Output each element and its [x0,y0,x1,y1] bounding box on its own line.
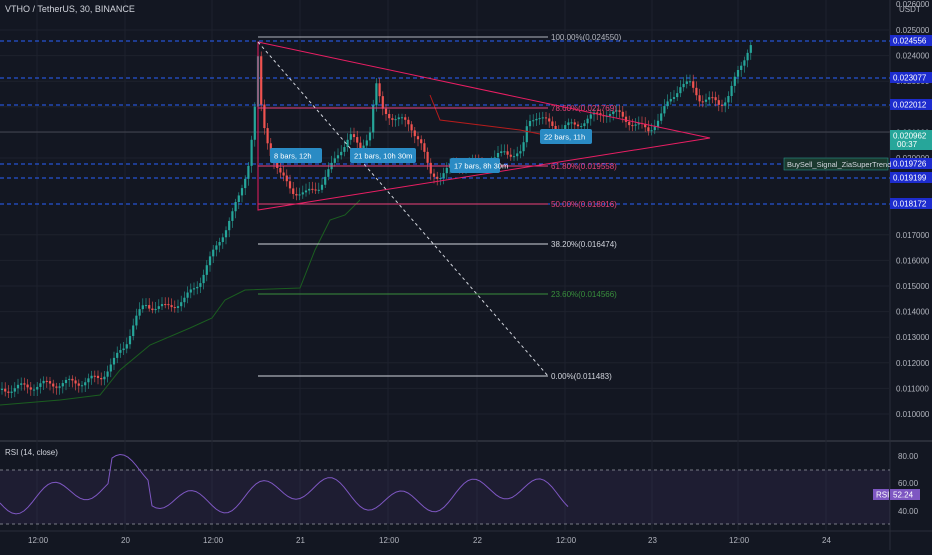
time-tick-label: 21 [296,536,305,545]
time-tick-label: 12:00 [729,536,750,545]
price-badge [890,99,932,110]
fib-level[interactable]: 50.00%(0.018016) [258,200,617,209]
time-tick-label: 12:00 [379,536,400,545]
price-tick-label: 0.017000 [896,231,930,240]
fib-level[interactable]: 78.60%(0.021769) [258,104,617,113]
svg-text:0.019199: 0.019199 [893,174,927,183]
rsi-tick-label: 60.00 [898,479,919,488]
rsi-badge: RSI 52.24 [873,489,920,500]
fib-level[interactable]: 0.00%(0.011483) [258,372,612,381]
svg-text:0.023077: 0.023077 [893,74,927,83]
time-tick-label: 12:00 [203,536,224,545]
fib-level[interactable]: 38.20%(0.016474) [258,240,617,249]
price-tick-label: 0.011000 [896,384,929,393]
bar-count-label[interactable]: 8 bars, 12h [270,148,322,163]
time-tick-label: 20 [121,536,130,545]
svg-text:0.020962: 0.020962 [893,132,927,141]
price-tick-label: 0.024000 [896,52,930,61]
price-tick-label: 0.012000 [896,359,930,368]
supertrend-line-down [429,94,546,136]
price-tick-label: 0.025000 [896,26,930,35]
supertrend-line-up [0,199,361,406]
price-tick-label: 0.013000 [896,333,930,342]
svg-text:8 bars, 12h: 8 bars, 12h [274,152,312,161]
currency-label: USDT [899,5,921,14]
svg-text:0.018172: 0.018172 [893,200,927,209]
rsi-tick-label: 80.00 [898,452,919,461]
time-tick-label: 24 [822,536,831,545]
time-tick-label: 12:00 [556,536,577,545]
rsi-tick-label: 40.00 [898,507,919,516]
svg-text:17 bars, 8h 30m: 17 bars, 8h 30m [454,162,508,171]
fib-level[interactable]: 23.60%(0.014566) [258,290,617,299]
price-badge [890,72,932,83]
svg-text:0.019726: 0.019726 [893,160,927,169]
price-tick-label: 0.010000 [896,410,930,419]
svg-text:38.20%(0.016474): 38.20%(0.016474) [551,240,617,249]
rsi-line [0,453,569,515]
price-tick-label: 0.014000 [896,308,930,317]
svg-text:61.80%(0.019558): 61.80%(0.019558) [551,162,617,171]
price-badge [890,35,932,46]
svg-text:0.024556: 0.024556 [893,37,927,46]
svg-text:52.24: 52.24 [893,491,914,500]
svg-text:0.00%(0.011483): 0.00%(0.011483) [551,372,612,381]
supertrend-label[interactable]: BuySell_Signal_ZiaSuperTrend [783,157,891,171]
svg-text:RSI: RSI [876,491,889,500]
price-badge [890,172,932,183]
triangle-pattern[interactable] [257,41,711,377]
symbol-title: VTHO / TetherUS, 30, BINANCE [5,4,135,14]
price-badge [890,130,932,150]
svg-text:21 bars, 10h 30m: 21 bars, 10h 30m [354,152,412,161]
bar-count-label[interactable]: 17 bars, 8h 30m [450,158,508,173]
price-badge [890,158,932,169]
time-tick-label: 12:00 [28,536,49,545]
price-tick-label: 0.026000 [896,0,930,9]
svg-text:78.60%(0.021769): 78.60%(0.021769) [551,104,617,113]
svg-text:22 bars, 11h: 22 bars, 11h [544,133,585,142]
price-tick-label: 0.016000 [896,256,930,265]
bar-count-label[interactable]: 21 bars, 10h 30m [350,148,416,163]
svg-text:BuySell_Signal_ZiaSuperTrend: BuySell_Signal_ZiaSuperTrend [787,160,891,169]
svg-text:00:37: 00:37 [897,140,918,149]
svg-text:50.00%(0.018016): 50.00%(0.018016) [551,200,617,209]
fib-level[interactable]: 100.00%(0.024550) [258,33,622,42]
price-tick-label: 0.015000 [896,282,930,291]
price-badge [890,198,932,209]
svg-text:23.60%(0.014566): 23.60%(0.014566) [551,290,617,299]
svg-text:100.00%(0.024550): 100.00%(0.024550) [551,33,622,42]
bar-count-label[interactable]: 22 bars, 11h [540,129,592,144]
time-tick-label: 23 [648,536,657,545]
rsi-title: RSI (14, close) [5,448,58,457]
time-tick-label: 22 [473,536,482,545]
svg-text:0.022012: 0.022012 [893,101,927,110]
